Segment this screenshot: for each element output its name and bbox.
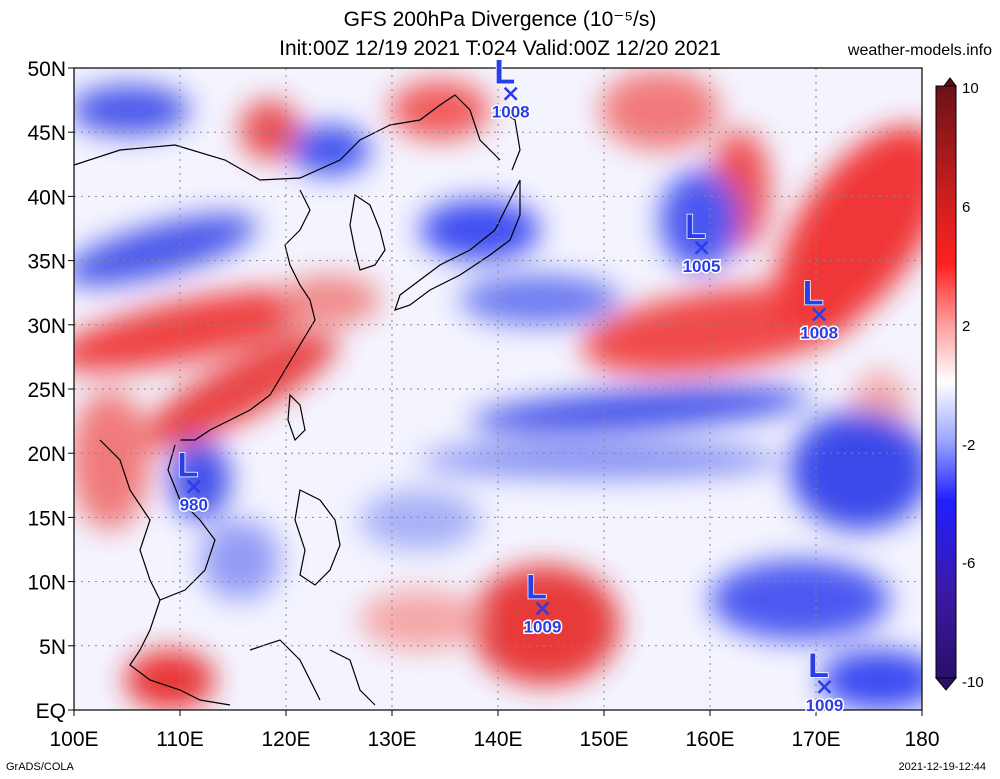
low-pressure-value: 1008	[492, 103, 530, 122]
lon-tick-label: 160E	[685, 728, 734, 751]
low-center: L 1008	[799, 274, 840, 344]
lon-tick-label: 120E	[261, 728, 310, 751]
low-center-x	[186, 479, 201, 494]
low-center: L 1009	[522, 568, 563, 638]
generation-timestamp: 2021-12-19-12:44	[898, 761, 986, 773]
lat-tick-label: 25N	[27, 379, 66, 402]
lat-tick-label: 15N	[27, 507, 66, 530]
axis-labels: 100E 110E 120E 130E 140E 150E 160E 170E 180 EQ 5N 1…	[27, 58, 939, 751]
lon-tick-label: 150E	[579, 728, 628, 751]
low-center-x	[817, 680, 832, 694]
lat-tick-label: 20N	[27, 443, 66, 466]
low-pressure-value: 1009	[806, 696, 844, 715]
chart-title: GFS 200hPa Divergence (10⁻⁵/s)	[343, 8, 657, 31]
lon-tick-label: 180	[904, 728, 939, 751]
low-pressure-value: 980	[180, 496, 208, 515]
low-pressure-value: 1008	[800, 324, 838, 343]
low-center-x	[694, 240, 709, 255]
chart-subtitle: Init:00Z 12/19 2021 T:024 Valid:00Z 12/2…	[279, 37, 721, 60]
lat-tick-label: EQ	[36, 700, 66, 723]
low-letter: L	[803, 275, 824, 313]
colorbar-tick-label: 6	[962, 199, 970, 216]
lat-tick-label: 40N	[27, 186, 66, 209]
low-letter: L	[526, 569, 547, 607]
low-pressure-value: 1005	[683, 257, 721, 276]
lat-tick-label: 30N	[27, 315, 66, 338]
colorbar-tick-label: -2	[962, 437, 975, 454]
colorbar-tick-label: 2	[962, 318, 970, 335]
lat-tick-label: 10N	[27, 572, 66, 595]
low-pressure-value: 1009	[524, 618, 562, 637]
lat-tick-label: 35N	[27, 251, 66, 274]
low-center: L 1005	[681, 207, 722, 277]
low-center: L 980	[177, 446, 210, 516]
low-center-x	[535, 601, 550, 616]
lat-tick-label: 50N	[27, 58, 66, 81]
colorbar: 10 6 2 -2 -6 -10	[934, 77, 984, 691]
colorbar-tick-label: -6	[962, 555, 975, 572]
lon-tick-label: 130E	[367, 728, 416, 751]
low-center-x	[503, 86, 518, 101]
coastlines	[74, 94, 521, 706]
lat-tick-label: 5N	[39, 636, 66, 659]
colorbar-tick-label: -10	[962, 674, 984, 691]
low-letter: L	[808, 647, 829, 685]
lon-tick-label: 110E	[156, 728, 204, 751]
low-pressure-markers: L 1008 L 1005 L 1008 L 980 L 1009 L 1009	[177, 53, 845, 716]
divergence-field	[74, 70, 922, 710]
low-letter: L	[685, 208, 706, 246]
colorbar-tick-label: 10	[962, 80, 979, 97]
site-credit: weather-models.info	[847, 42, 992, 59]
low-letter: L	[177, 447, 198, 485]
software-credit: GrADS/COLA	[6, 761, 74, 773]
graticule	[74, 68, 922, 710]
lon-tick-label: 100E	[49, 728, 98, 751]
lat-tick-label: 45N	[27, 122, 66, 145]
low-center-x	[812, 307, 827, 322]
low-center: L 1008	[490, 53, 531, 123]
lon-tick-label: 170E	[791, 728, 840, 751]
low-center: L 1009	[804, 646, 845, 716]
lon-tick-label: 140E	[473, 728, 522, 751]
low-letter: L	[494, 54, 515, 92]
